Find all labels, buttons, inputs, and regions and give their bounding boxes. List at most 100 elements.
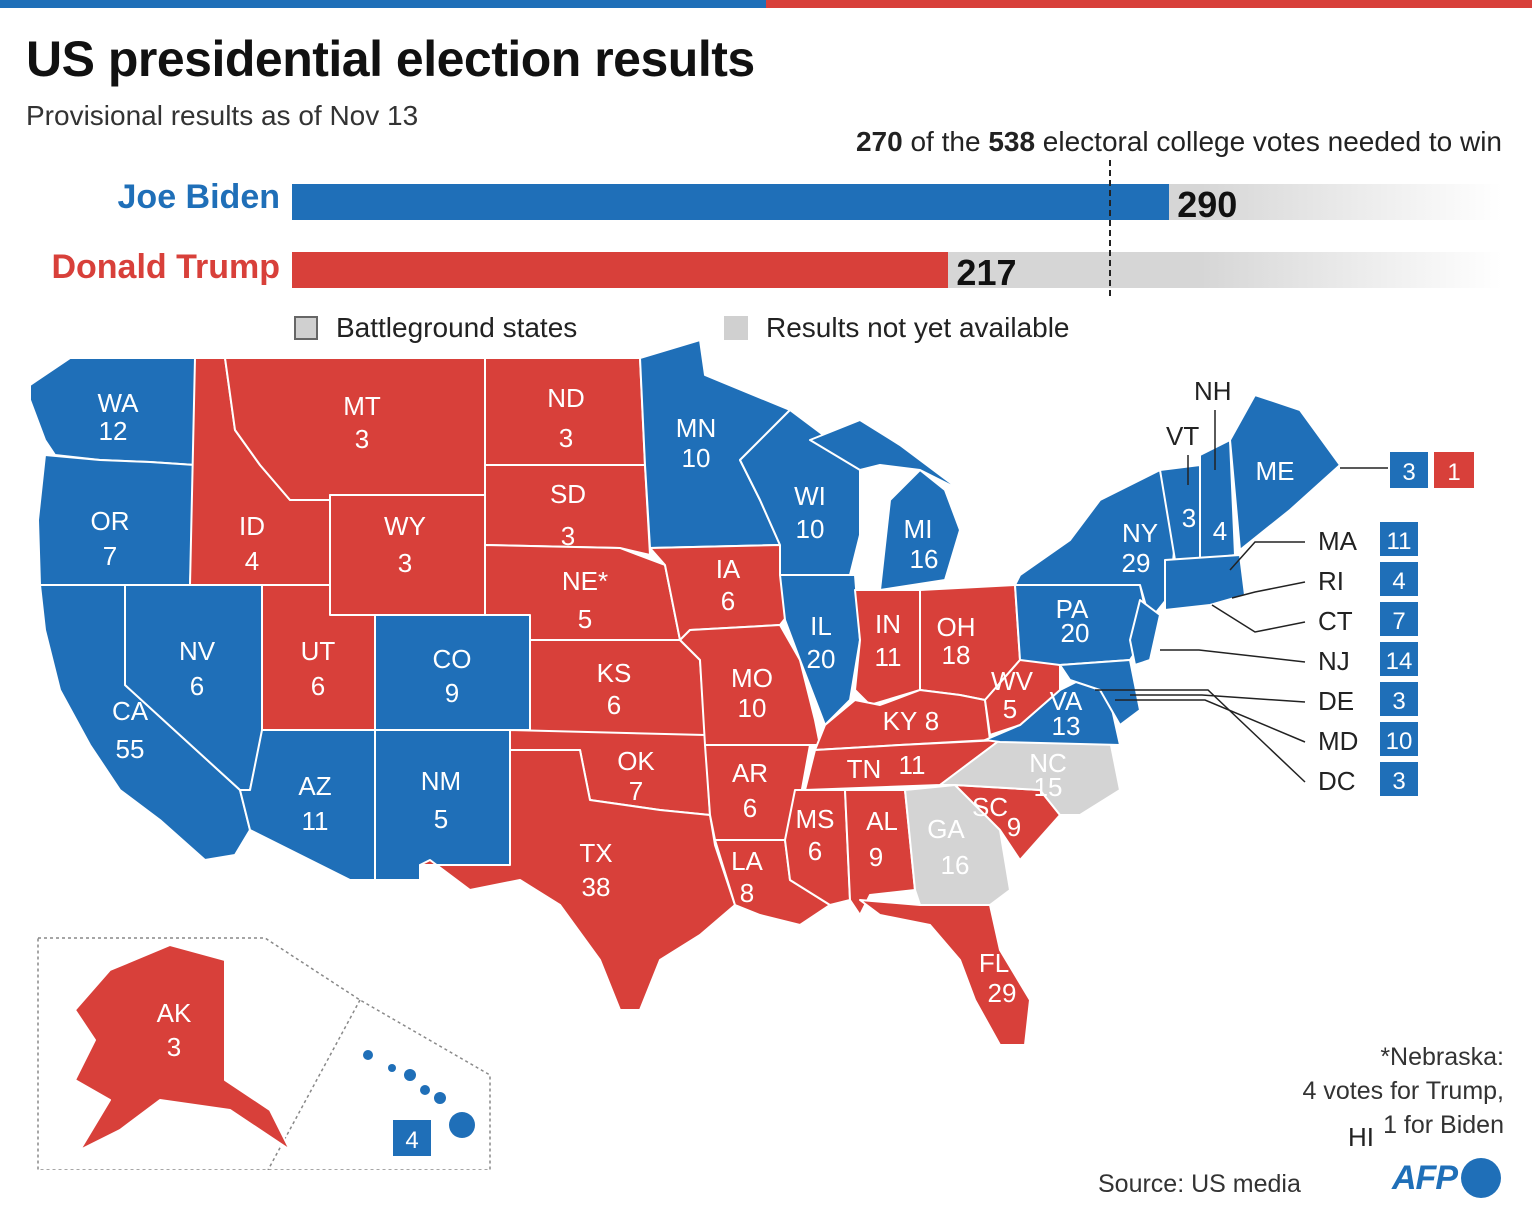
state-mi-upper (809, 419, 961, 491)
hi-label: HI (1348, 1122, 1374, 1152)
state-tx (419, 749, 736, 1011)
state-label-nv: NV (179, 636, 216, 666)
state-votes-ok: 7 (629, 776, 643, 806)
callout-label-ma: MA (1318, 526, 1358, 556)
state-sd (484, 464, 651, 556)
state-label-ny: NY (1122, 518, 1158, 548)
state-label-mt: MT (343, 391, 381, 421)
state-label-pa: PA (1056, 594, 1089, 624)
subtitle: Provisional results as of Nov 13 (26, 100, 419, 131)
note-line-3: 1 for Biden (1383, 1111, 1504, 1139)
callout-line-de (1130, 694, 1306, 703)
state-label-mo: MO (731, 663, 773, 693)
state-label-or: OR (91, 506, 130, 536)
state-votes-sd: 3 (561, 521, 575, 551)
state-votes-ar: 6 (743, 793, 757, 823)
callout-box-md (1380, 722, 1418, 756)
state-az (239, 729, 376, 881)
threshold-total: 538 (988, 126, 1036, 157)
callout-line-md (1115, 699, 1306, 743)
trump-bar-fill (292, 252, 949, 288)
state-votes-mi: 16 (910, 544, 939, 574)
callout-votes-nj: 14 (1386, 648, 1413, 675)
state-label-fl: FL (979, 948, 1009, 978)
hi-votes: 4 (405, 1127, 418, 1154)
state-me (1229, 394, 1341, 551)
callout-votes-md: 10 (1386, 728, 1413, 755)
state-votes-mn: 10 (682, 443, 711, 473)
state-label-nm: NM (421, 766, 461, 796)
page-title: US presidential election results (26, 31, 755, 87)
state-label-ms: MS (796, 804, 835, 834)
callout-label-nj: NJ (1318, 646, 1350, 676)
state-label-tn: TN (847, 754, 882, 784)
state-votes-ia: 6 (721, 586, 735, 616)
state-votes-ne: 5 (578, 604, 592, 634)
callout-line-ma (1229, 541, 1305, 571)
state-votes-al: 9 (869, 842, 883, 872)
callout-line-ri (1231, 581, 1306, 599)
state-label-id: ID (239, 511, 265, 541)
state-votes-il: 20 (807, 644, 836, 674)
state-votes-co: 9 (445, 678, 459, 708)
state-ak (74, 944, 291, 1151)
me-votes-dem: 3 (1402, 459, 1415, 486)
state-label-mn: MN (676, 413, 716, 443)
state-votes-pa: 20 (1061, 618, 1090, 648)
hi-box (393, 1120, 431, 1156)
callout-box-ma (1380, 522, 1418, 556)
state-label-in: IN (875, 609, 901, 639)
state-label-wi: WI (794, 481, 826, 511)
legend-battleground-label: Battleground states (336, 312, 578, 343)
callout-label-md: MD (1318, 726, 1358, 756)
state-label-nc: NC (1029, 748, 1067, 778)
top-bar-red (766, 0, 1532, 8)
source: Source: US media (1098, 1170, 1301, 1198)
legend-battleground: Battleground states (294, 312, 577, 344)
note-line-2: 4 votes for Trump, (1302, 1077, 1504, 1105)
state-label-al: AL (866, 806, 898, 836)
state-votes-ny: 29 (1122, 548, 1151, 578)
state-label-sc: SC (972, 792, 1008, 822)
callout-box-de (1380, 682, 1418, 716)
state-label-tx: TX (579, 838, 612, 868)
biden-total: 290 (1177, 184, 1238, 225)
top-bar-blue (0, 0, 766, 8)
state-votes-nv: 6 (190, 671, 204, 701)
state-ma-ri-ct (1164, 554, 1246, 611)
state-votes-nh: 4 (1213, 516, 1227, 546)
state-label-ar: AR (732, 758, 768, 788)
callout-line-ct (1211, 604, 1306, 633)
callout-votes-ct: 7 (1392, 608, 1405, 635)
state-votes-id: 4 (245, 546, 259, 576)
callout-votes-ri: 4 (1392, 568, 1405, 595)
state-votes-ak: 3 (167, 1032, 181, 1062)
state-votes-tn: 11 (899, 750, 926, 780)
callout-line-dc (1095, 689, 1306, 783)
state-votes-ga: 16 (941, 850, 970, 880)
state-votes-fl: 29 (988, 978, 1017, 1008)
state-label-co: CO (433, 644, 472, 674)
callout-votes-ma: 11 (1387, 528, 1412, 555)
state-label-nd: ND (547, 383, 585, 413)
state-votes-ks: 6 (607, 690, 621, 720)
state-votes-sc: 9 (1007, 812, 1021, 842)
state-hi (363, 1050, 475, 1138)
state-label-va: VA (1050, 686, 1083, 716)
state-label-ne: NE* (562, 566, 608, 596)
afp-logo: AFP (1392, 1158, 1501, 1198)
state-votes-nd: 3 (559, 423, 573, 453)
state-label-oh: OH (937, 612, 976, 642)
state-label-ga: GA (927, 814, 965, 844)
state-votes-ms: 6 (808, 836, 822, 866)
threshold-suffix: electoral college votes needed to win (1035, 126, 1502, 157)
me-box-rep (1434, 452, 1474, 488)
me-box-dem (1390, 452, 1428, 488)
callout-label-de: DE (1318, 686, 1354, 716)
state-votes-in: 11 (875, 642, 902, 672)
trump-total: 217 (956, 252, 1017, 293)
state-nj (1129, 599, 1161, 666)
state-votes-ut: 6 (311, 671, 325, 701)
state-il (779, 574, 861, 726)
inset-divider (267, 999, 361, 1170)
